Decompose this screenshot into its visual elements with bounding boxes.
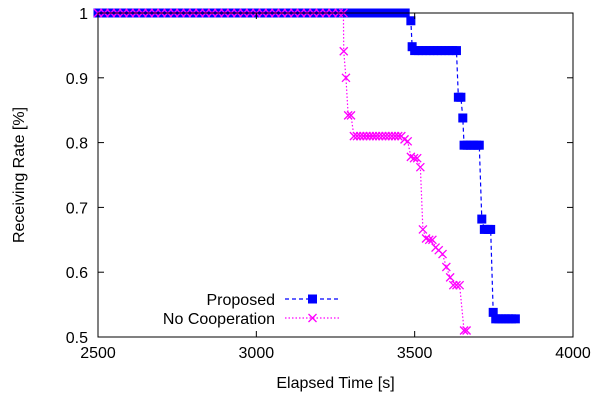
legend: Proposed No Cooperation [163,292,340,328]
data-point-proposed [474,140,484,150]
data-point-no-cooperation [374,131,384,141]
data-point-no-cooperation [387,131,397,141]
data-point-no-cooperation [352,131,362,141]
data-point-no-cooperation [459,326,469,335]
data-point-no-cooperation [358,131,368,141]
legend-label-no-cooperation: No Cooperation [163,311,275,328]
data-point-proposed [477,214,487,224]
y-tick-label: 1 [79,6,88,23]
data-point-no-cooperation [377,131,387,141]
series-line-no-cooperation [98,12,467,332]
y-tick-label: 0.6 [66,265,88,282]
data-point-proposed [451,46,461,56]
plot-frame [97,12,574,338]
x-tick-label: 2500 [80,345,116,362]
series-line-proposed [98,12,516,320]
data-point-no-cooperation [355,131,365,141]
data-point-no-cooperation [384,131,394,141]
data-point-no-cooperation [462,326,472,335]
data-point-no-cooperation [349,131,359,141]
data-point-no-cooperation [368,131,378,141]
legend-marker-proposed [308,294,317,304]
y-tick-label: 0.5 [66,330,88,347]
data-point-no-cooperation [448,280,458,290]
data-point-proposed [406,16,416,26]
data-point-proposed [456,92,466,102]
plot-lines [98,12,516,332]
data-point-no-cooperation [343,110,353,120]
y-tick-label: 0.7 [66,200,88,217]
ticks: 2500 3000 3500 4000 0.5 0.6 0.7 0.8 0.9 1 [66,6,591,362]
x-axis-label: Elapsed Time [s] [276,375,394,392]
data-point-no-cooperation [427,235,437,245]
data-point-no-cooperation [365,131,375,141]
data-point-no-cooperation [381,131,390,141]
data-point-proposed [458,113,468,123]
y-axis-label: Receiving Rate [%] [11,107,28,243]
data-point-no-cooperation [445,272,455,282]
data-point-no-cooperation [371,131,381,141]
data-point-no-cooperation [424,235,434,245]
x-tick-label: 4000 [555,345,591,362]
data-point-no-cooperation [393,131,403,141]
data-point-no-cooperation [409,153,419,163]
data-point-no-cooperation [452,280,461,290]
data-point-proposed [488,307,498,317]
data-point-no-cooperation [339,46,349,56]
data-point-no-cooperation [418,224,428,234]
data-point-no-cooperation [441,262,451,272]
legend-label-proposed: Proposed [207,292,276,309]
data-point-no-cooperation [438,249,447,259]
data-point-no-cooperation [341,73,351,83]
legend-marker-no-cooperation [308,313,317,323]
data-point-no-cooperation [390,131,400,141]
data-point-proposed [510,314,520,324]
y-tick-label: 0.9 [66,71,88,88]
data-point-no-cooperation [346,110,356,120]
x-tick-label: 3500 [397,345,433,362]
x-tick-label: 3000 [239,345,275,362]
data-point-no-cooperation [362,131,371,141]
data-point-no-cooperation [403,136,413,146]
data-point-no-cooperation [412,153,422,163]
y-tick-label: 0.8 [66,136,88,153]
data-point-no-cooperation [415,162,425,172]
plot-markers [93,8,520,335]
data-point-proposed [486,224,496,234]
data-point-no-cooperation [455,280,465,290]
